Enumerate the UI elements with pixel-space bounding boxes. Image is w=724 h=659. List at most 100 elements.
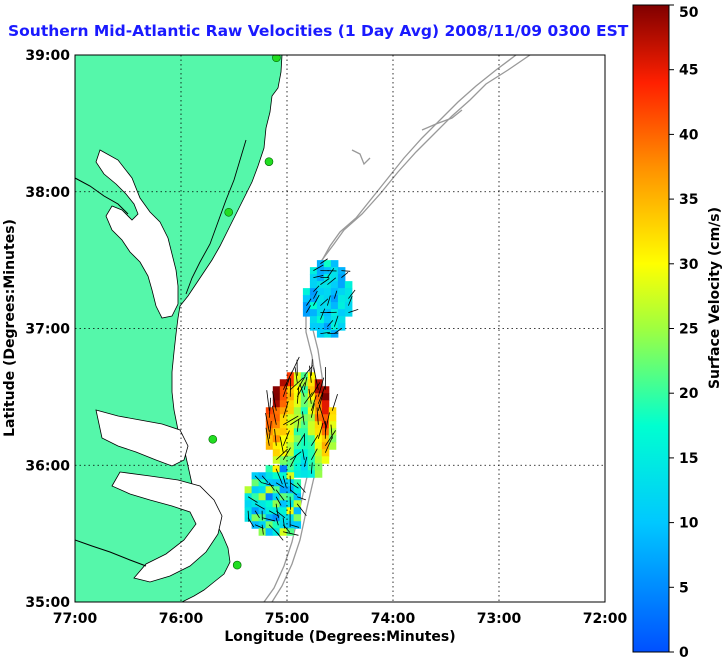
velocity-cell [309, 281, 318, 289]
velocity-cell [272, 414, 281, 422]
velocity-arrow [310, 382, 321, 397]
velocity-cell [272, 393, 281, 401]
velocity-arrow [330, 424, 333, 439]
velocity-arrow [313, 294, 320, 306]
velocity-arrow [313, 275, 324, 279]
velocity-cell [337, 295, 346, 303]
velocity-arrow [296, 418, 300, 432]
velocity-arrow [283, 531, 299, 536]
velocity-cell [323, 323, 332, 331]
velocity-cell [265, 421, 274, 429]
colorbar-tick-label: 0 [679, 645, 689, 659]
lon-tick-label: 75:00 [265, 611, 310, 627]
velocity-arrow [341, 270, 351, 272]
velocity-cell [272, 435, 281, 443]
lon-tick-label: 73:00 [477, 611, 522, 627]
velocity-arrow [317, 422, 324, 439]
velocity-arrow [282, 400, 289, 418]
velocity-cell [321, 400, 330, 408]
velocity-arrow [265, 427, 270, 446]
velocity-cell [279, 493, 288, 501]
velocity-cell [279, 386, 288, 394]
velocity-cell [330, 295, 339, 303]
velocity-arrow [254, 503, 265, 510]
velocity-arrow [296, 496, 306, 501]
velocity-cell [286, 435, 295, 443]
velocity-cell [265, 428, 274, 436]
velocity-arrow [296, 482, 306, 493]
velocity-arrow [320, 258, 328, 264]
velocity-cell [258, 528, 267, 536]
velocity-arrow [334, 328, 342, 334]
velocity-arrow [261, 475, 269, 483]
velocity-cell [307, 379, 316, 387]
velocity-cell [279, 456, 288, 464]
velocity-arrow [275, 531, 284, 541]
velocity-cell [307, 386, 316, 394]
station-marker [264, 157, 274, 166]
velocity-cell [272, 449, 281, 457]
velocity-cell [251, 486, 260, 494]
velocity-cell [279, 407, 288, 415]
velocity-arrow [265, 412, 270, 432]
velocity-arrow [254, 510, 260, 518]
velocity-cell [309, 323, 318, 331]
velocity-cell [337, 302, 346, 310]
colorbar-tick-label: 20 [679, 386, 699, 402]
velocity-cell [279, 500, 288, 508]
velocity-cell [251, 514, 260, 522]
velocity-cell [309, 309, 318, 317]
velocity-cell [251, 493, 260, 501]
velocity-arrow [306, 305, 311, 313]
velocity-arrow [296, 503, 307, 516]
velocity-cell [307, 428, 316, 436]
velocity-arrow [341, 272, 349, 278]
velocity-arrow [310, 359, 313, 376]
velocity-cell [272, 421, 281, 429]
velocity-arrow [348, 309, 359, 314]
velocity-cell [307, 414, 316, 422]
grid-lines [75, 55, 605, 602]
velocity-arrow [310, 448, 318, 460]
velocity-cell [279, 379, 288, 387]
velocity-arrow [282, 371, 293, 390]
velocity-cell [279, 400, 288, 408]
velocity-cell [300, 393, 309, 401]
velocity-cell [330, 281, 339, 289]
velocity-arrow [261, 482, 275, 487]
velocity-arrow [268, 510, 280, 517]
velocity-arrow [282, 524, 291, 533]
velocity-arrow [296, 434, 305, 446]
velocity-arrow [268, 420, 272, 439]
velocity-cell [314, 456, 323, 464]
velocity-cell [316, 323, 325, 331]
velocity-arrow [272, 405, 277, 425]
velocity-arrow [327, 332, 339, 335]
velocity-arrow [268, 482, 275, 491]
velocity-arrow [279, 436, 284, 453]
velocity-cell [286, 393, 295, 401]
velocity-arrow [302, 449, 305, 460]
velocity-cell [309, 316, 318, 324]
lat-tick-label: 39:00 [25, 48, 70, 64]
velocity-cell [279, 479, 288, 487]
velocity-arrow [317, 377, 325, 397]
colorbar-tick-label: 45 [679, 63, 698, 79]
velocity-cell [316, 295, 325, 303]
velocity-arrow [317, 385, 326, 404]
velocity-cell [307, 456, 316, 464]
velocity-cell [302, 288, 311, 296]
velocity-arrow [282, 475, 287, 488]
albemarle-sound [95, 409, 189, 467]
lat-tick-labels: 35:00 36:00 37:00 38:00 39:00 [25, 48, 70, 611]
velocity-cell [330, 323, 339, 331]
velocity-arrow [282, 377, 291, 397]
velocity-cell [300, 421, 309, 429]
velocity-cell [309, 302, 318, 310]
velocity-cell [328, 407, 337, 415]
velocity-cell [321, 386, 330, 394]
velocity-cell [286, 400, 295, 408]
velocity-cell [309, 288, 318, 296]
velocity-cell [314, 386, 323, 394]
velocity-cell [323, 316, 332, 324]
